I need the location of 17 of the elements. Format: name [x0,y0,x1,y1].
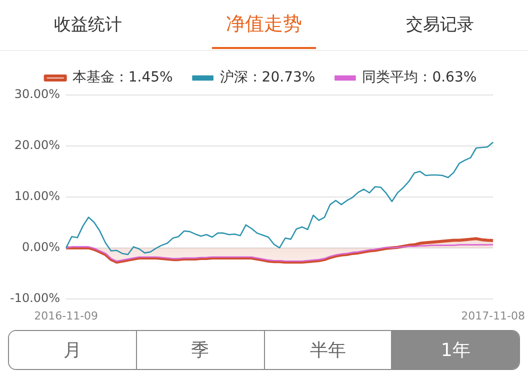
y-tick-label: 10.00% [14,189,60,204]
text: 收益统计 [53,14,123,36]
legend-label: 沪深：20.73% [220,70,316,86]
x-tick-label: 2016-11-09 [34,309,98,322]
text: 交易记录 [405,14,475,36]
y-tick-label: 0.00% [22,240,60,254]
y-tick-label: 20.00% [14,138,60,152]
text: 净值走势 [212,1,316,49]
text: 月 [9,331,136,369]
x-tick-label: 2017-11-08 [461,309,526,322]
legend-label: 同类平均：0.63% [362,70,477,86]
text: 季 [136,331,264,369]
text: 半年 [264,331,392,369]
legend-label: 本基金：1.45% [72,70,173,86]
text: 1年 [391,331,519,369]
y-tick-label: 30.00% [14,87,60,102]
y-tick-label: -10.00% [10,290,60,305]
